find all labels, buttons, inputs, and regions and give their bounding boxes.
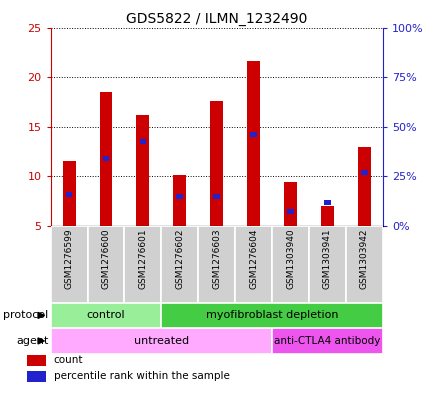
Bar [284, 182, 297, 226]
Bar [173, 175, 186, 226]
Bar [27, 371, 46, 382]
Text: GSM1276600: GSM1276600 [102, 228, 110, 289]
Text: GSM1276601: GSM1276601 [138, 228, 147, 289]
Bar [309, 226, 346, 303]
Bar [346, 226, 383, 303]
Bar [139, 139, 146, 144]
Title: GDS5822 / ILMN_1232490: GDS5822 / ILMN_1232490 [126, 13, 308, 26]
Bar [161, 226, 198, 303]
Bar [358, 147, 371, 226]
Text: protocol: protocol [3, 310, 48, 320]
Bar [324, 200, 331, 205]
Bar [213, 194, 220, 199]
Bar [361, 170, 368, 175]
Bar [51, 303, 161, 328]
Text: GSM1276603: GSM1276603 [212, 228, 221, 289]
Bar [99, 92, 113, 226]
Text: control: control [87, 310, 125, 320]
Bar [88, 226, 125, 303]
Bar [103, 156, 109, 161]
Text: myofibroblast depletion: myofibroblast depletion [206, 310, 338, 320]
Text: GSM1303942: GSM1303942 [360, 228, 369, 289]
Text: percentile rank within the sample: percentile rank within the sample [54, 371, 230, 381]
Bar [287, 209, 294, 213]
Bar [27, 355, 46, 365]
Bar [161, 303, 383, 328]
Bar [272, 328, 383, 354]
Text: GSM1303941: GSM1303941 [323, 228, 332, 289]
Bar [136, 115, 149, 226]
Bar [210, 101, 223, 226]
Bar [321, 206, 334, 226]
Text: GSM1276602: GSM1276602 [175, 228, 184, 289]
Text: GSM1276599: GSM1276599 [65, 228, 73, 289]
Text: untreated: untreated [134, 336, 189, 346]
Bar [62, 162, 76, 226]
Text: agent: agent [16, 336, 48, 346]
Bar [247, 61, 260, 226]
Bar [125, 226, 161, 303]
Text: count: count [54, 355, 83, 365]
Bar [250, 132, 257, 137]
Bar [235, 226, 272, 303]
Bar [51, 226, 88, 303]
Bar [198, 226, 235, 303]
Text: anti-CTLA4 antibody: anti-CTLA4 antibody [274, 336, 381, 346]
Bar [272, 226, 309, 303]
Bar [51, 328, 272, 354]
Text: GSM1276604: GSM1276604 [249, 228, 258, 289]
Bar [176, 194, 183, 199]
Bar [66, 192, 72, 197]
Text: GSM1303940: GSM1303940 [286, 228, 295, 289]
